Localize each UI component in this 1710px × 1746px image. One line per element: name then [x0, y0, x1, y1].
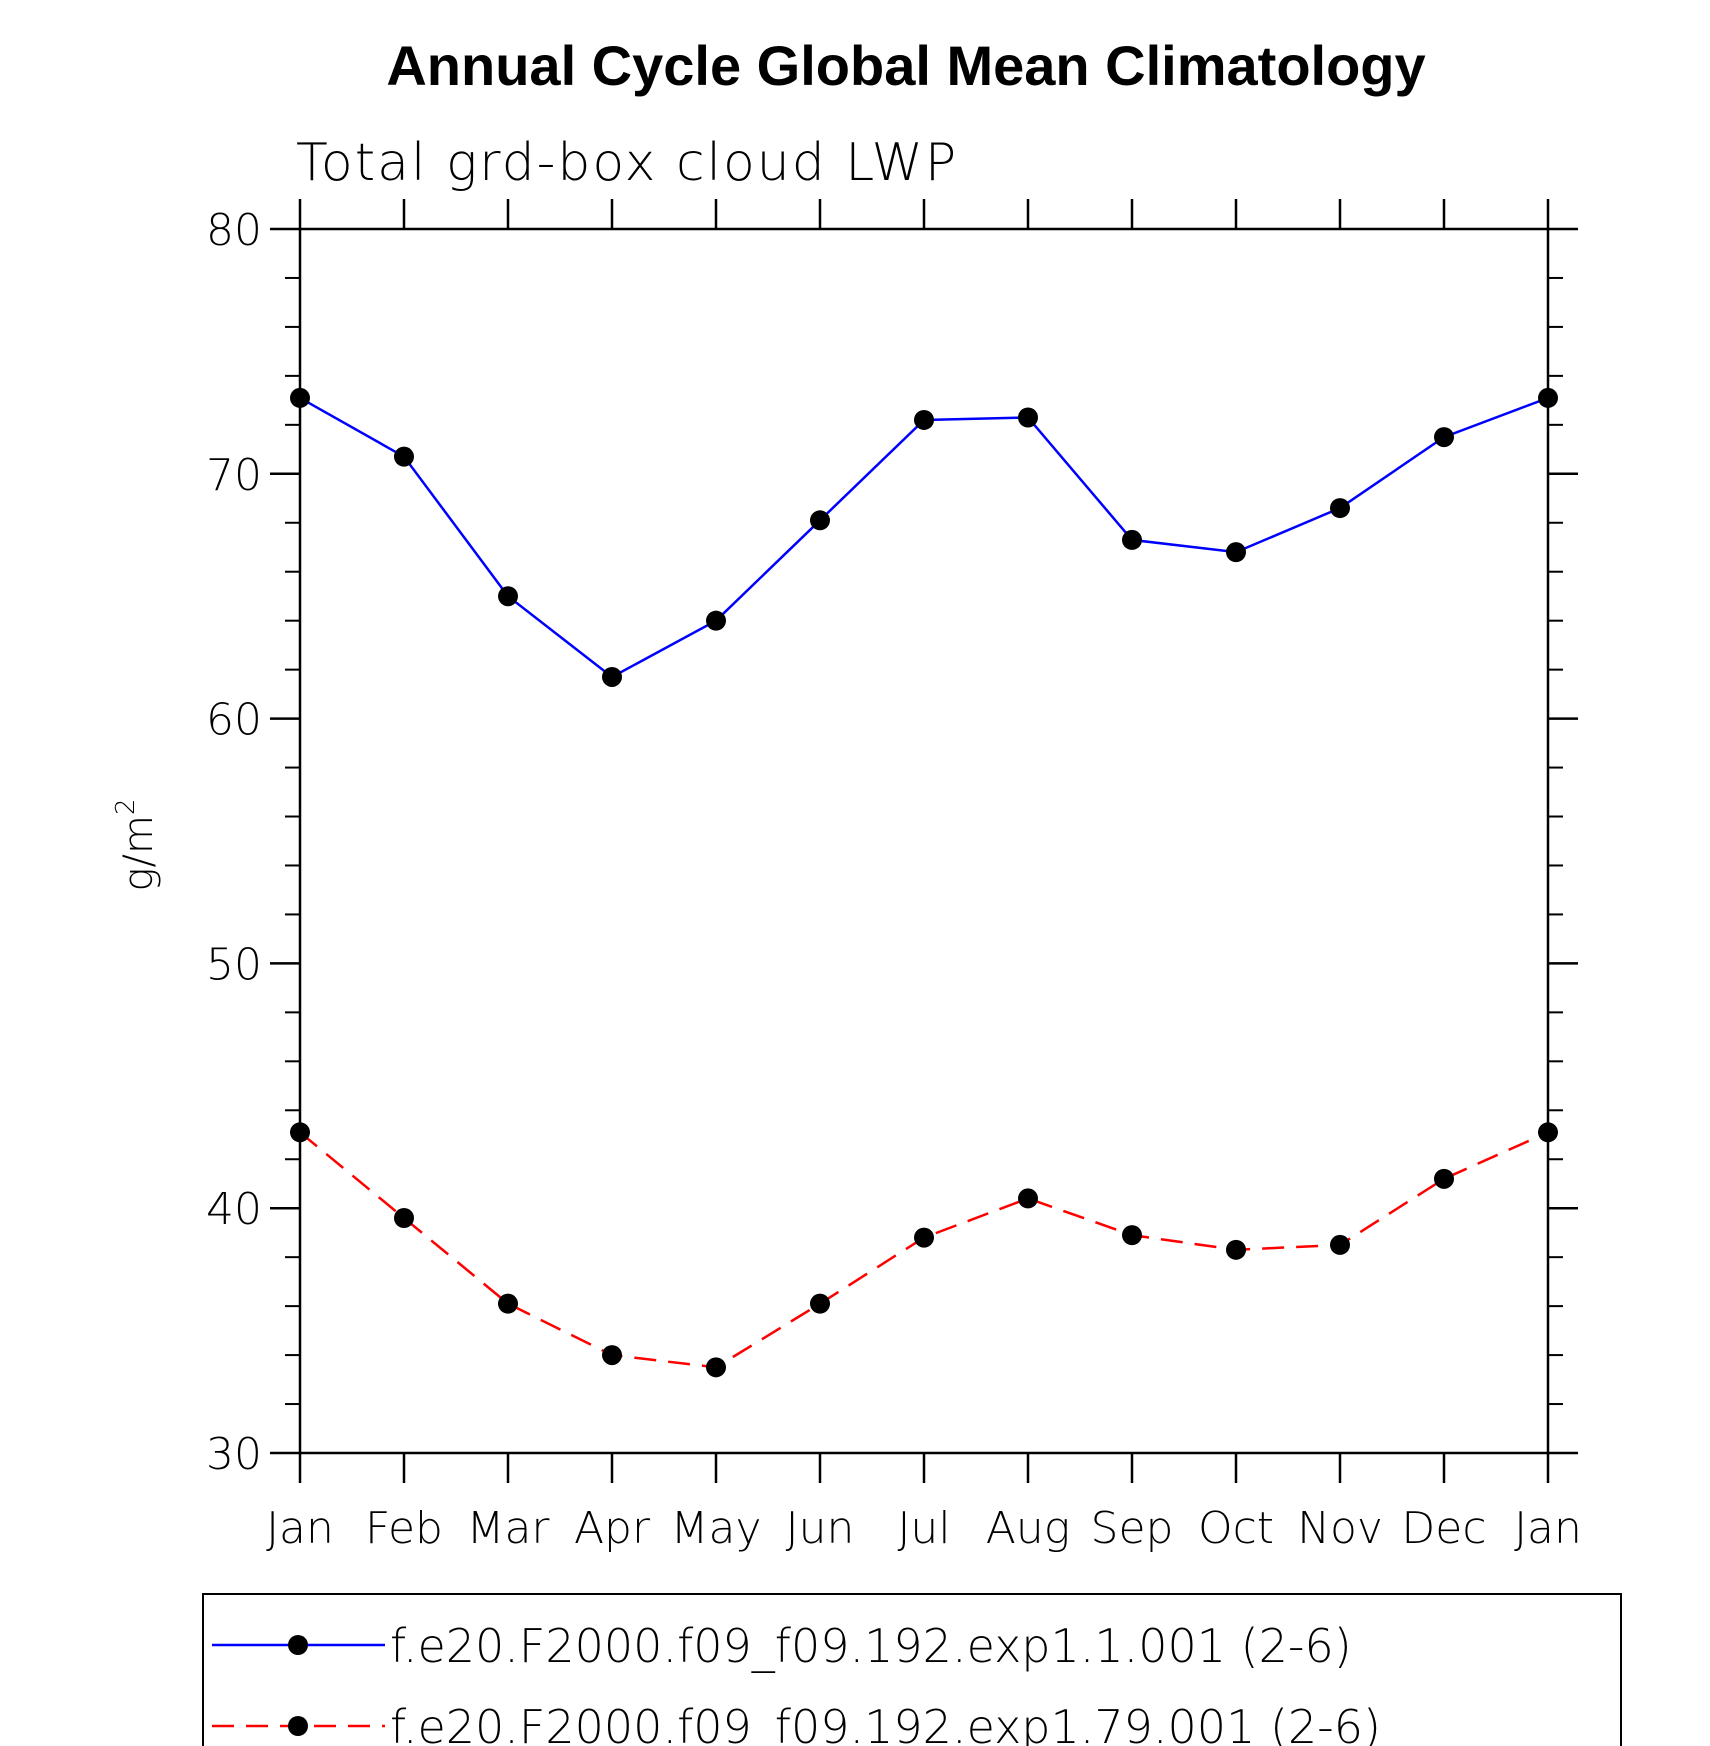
series-2-point	[290, 1122, 310, 1143]
legend: f.e20.F2000.f09_f09.192.exp1.1.001 (2-6)…	[212, 1619, 1381, 1746]
series-1-point	[1434, 427, 1454, 448]
series-2-point	[1226, 1239, 1246, 1260]
legend-marker-1	[288, 1635, 308, 1655]
legend-label-2: f.e20.F2000.f09_f09.192.exp1.79.001 (2-6…	[390, 1700, 1381, 1746]
series-2-point	[498, 1293, 518, 1314]
x-tick-label: Nov	[1297, 1503, 1383, 1554]
axes: 30 40 50 60 70 80 Jan Feb Mar Apr May Jun Jul Aug Sep O…	[206, 199, 1582, 1554]
series-2-point	[810, 1293, 830, 1314]
x-tick-label: Jan	[266, 1503, 334, 1554]
y-tick-label: 40	[206, 1184, 262, 1235]
series-1-point	[1330, 498, 1350, 519]
y-tick-label: 50	[206, 939, 262, 990]
x-tick-label: Mar	[466, 1503, 550, 1554]
x-tick-label: Jan	[1514, 1503, 1582, 1554]
series-1-point	[290, 387, 310, 408]
x-tick-label: Jul	[897, 1503, 950, 1554]
series-2-point	[706, 1357, 726, 1378]
series-2-point	[1330, 1234, 1350, 1255]
y-axis-label-base: g/m	[116, 815, 162, 891]
y-tick-label: 30	[206, 1429, 262, 1480]
x-tick-label: Feb	[365, 1503, 443, 1554]
x-tick-label: May	[671, 1503, 762, 1554]
y-tick-label: 60	[206, 695, 262, 746]
x-tick-label: Aug	[986, 1503, 1070, 1554]
series-2-point	[1538, 1122, 1558, 1143]
y-tick-label: 70	[206, 450, 262, 501]
series-2-point	[1122, 1225, 1142, 1246]
series-2-point	[394, 1207, 414, 1228]
series-1-point	[1538, 387, 1558, 408]
x-tick-label: Jun	[786, 1503, 855, 1554]
series-1-point	[1226, 542, 1246, 563]
series-2-point	[914, 1227, 934, 1248]
chart-subtitle: Total grd-box cloud LWP	[296, 133, 958, 193]
series-1-point	[394, 446, 414, 467]
series-line-2	[299, 1131, 1549, 1369]
x-tick-label: Dec	[1401, 1503, 1486, 1554]
series-1-point	[706, 610, 726, 631]
series-1-point	[1122, 529, 1142, 550]
chart-title: Annual Cycle Global Mean Climatology	[386, 34, 1425, 97]
legend-label-1: f.e20.F2000.f09_f09.192.exp1.1.001 (2-6)	[390, 1619, 1352, 1673]
series-1-point	[810, 510, 830, 531]
y-axis-label-superscript: 2	[111, 799, 141, 816]
series-line-1	[299, 396, 1549, 679]
series-1-point	[914, 409, 934, 430]
series-2-point	[602, 1345, 622, 1366]
series-layer	[290, 387, 1558, 1378]
series-1-point	[602, 666, 622, 687]
series-2-point	[1018, 1188, 1038, 1209]
y-axis-label: g/m2	[111, 799, 162, 892]
y-tick-label: 80	[206, 205, 262, 256]
legend-box	[202, 1593, 1622, 1746]
svg-text:g/m2: g/m2	[111, 799, 162, 892]
series-1-point	[498, 586, 518, 607]
legend-marker-2	[288, 1716, 308, 1736]
x-tick-label: Oct	[1198, 1503, 1274, 1554]
x-tick-label: Sep	[1091, 1503, 1174, 1554]
series-1-point	[1018, 407, 1038, 428]
x-tick-label: Apr	[574, 1503, 651, 1554]
series-2-point	[1434, 1168, 1454, 1189]
